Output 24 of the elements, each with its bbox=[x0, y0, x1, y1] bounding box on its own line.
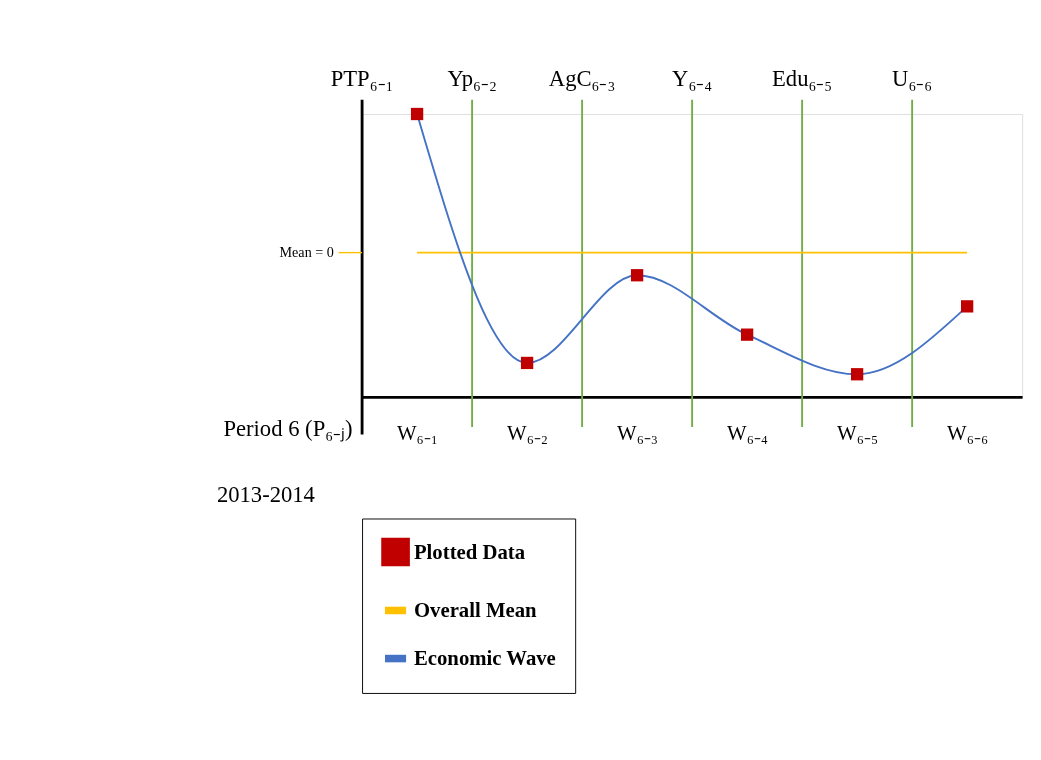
text: Yp₆₋₂ bbox=[447, 65, 497, 91]
text: Y₆₋₄ bbox=[672, 65, 713, 91]
text: PTP₆₋₁ bbox=[330, 65, 394, 91]
point bbox=[850, 368, 864, 381]
text: 2013-2014 bbox=[216, 482, 315, 508]
x-tick-label: W₆₋₅ bbox=[837, 421, 879, 444]
point bbox=[960, 300, 974, 313]
x-tick-label: W₆₋₃ bbox=[617, 421, 659, 444]
x-tick-label: W₆₋₄ bbox=[727, 421, 769, 444]
point bbox=[520, 356, 534, 370]
legend-label: Economic Wave bbox=[413, 647, 556, 670]
point bbox=[410, 107, 424, 121]
x-tick-label: W₆₋₆ bbox=[947, 421, 989, 444]
point bbox=[740, 328, 754, 341]
x-axis-title: Period 6 (P₆₋ⱼ) bbox=[223, 416, 353, 443]
legend-label: Overall Mean bbox=[413, 599, 538, 622]
text: AgC₆₋₃ bbox=[548, 65, 616, 91]
text: Edu₆₋₅ bbox=[772, 65, 833, 91]
x-tick-label: W₆₋₁ bbox=[397, 421, 439, 444]
text: Mean = 0 bbox=[279, 244, 334, 261]
legend-label: Plotted Data bbox=[413, 540, 526, 563]
text: U₆₋₆ bbox=[892, 65, 933, 91]
point bbox=[630, 269, 644, 282]
x-tick-label: W₆₋₂ bbox=[507, 421, 549, 444]
